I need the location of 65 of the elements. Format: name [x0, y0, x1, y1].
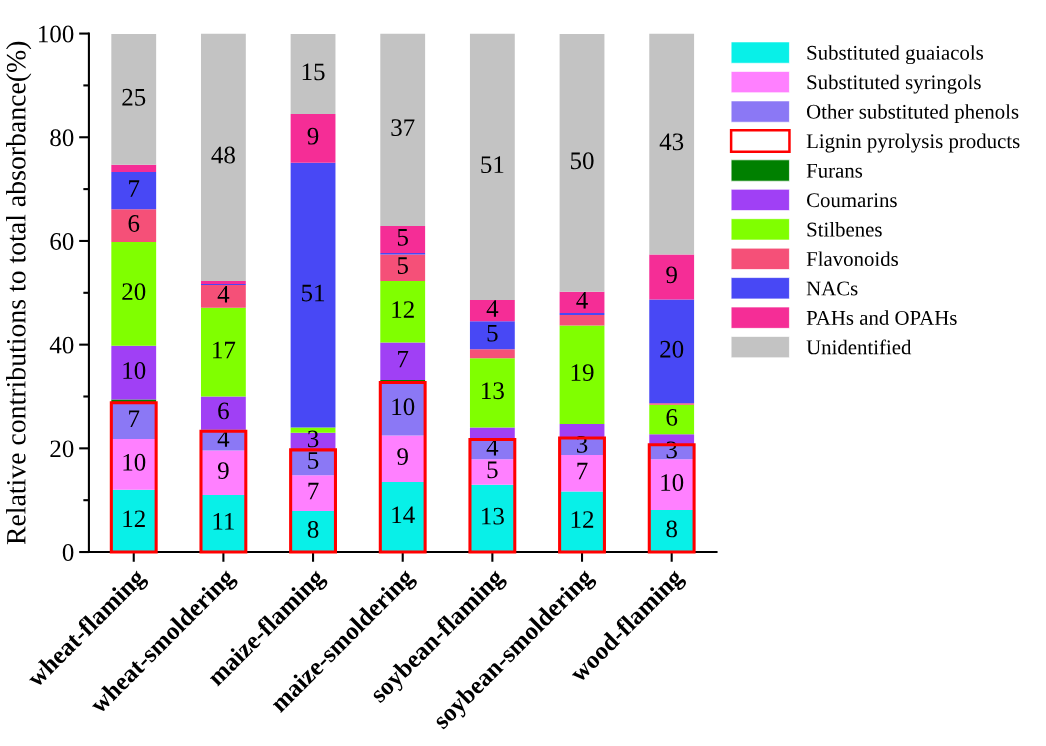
data-label: 10: [123, 362, 146, 379]
data-label: 9: [397, 448, 408, 465]
data-label: 3: [308, 430, 319, 448]
data-label: 17: [213, 341, 236, 359]
data-label: 13: [482, 507, 504, 525]
data-label: 7: [129, 410, 140, 427]
data-label: 6: [666, 409, 678, 426]
legend-label: Coumarins: [806, 193, 897, 208]
data-label: 4: [217, 430, 230, 447]
data-label: 11: [213, 513, 234, 530]
data-label: 7: [398, 350, 409, 368]
data-label: 43: [659, 133, 684, 151]
data-label: 13: [482, 382, 504, 400]
data-label: 6: [218, 402, 229, 420]
legend-label: Substituted syringols: [807, 74, 981, 94]
data-label: 5: [397, 257, 408, 274]
y-tick-label: 80: [50, 129, 74, 147]
data-label: 6: [128, 215, 140, 232]
data-label: 51: [481, 156, 504, 174]
data-label: 14: [392, 506, 415, 524]
data-label: 5: [487, 324, 498, 342]
legend-label: Lignin pyrolysis products: [806, 133, 1020, 153]
data-label: 48: [211, 146, 235, 164]
y-tick-label: 40: [49, 336, 74, 354]
data-label: 10: [123, 453, 146, 471]
data-label: 10: [661, 474, 684, 491]
data-label: 8: [307, 520, 319, 538]
data-label: 12: [571, 511, 594, 528]
data-label: 5: [397, 229, 408, 246]
data-label: 7: [129, 180, 140, 197]
data-label: 4: [217, 285, 230, 303]
data-label: 15: [302, 63, 325, 81]
data-label: 12: [123, 510, 145, 527]
legend-label: NACs: [806, 281, 858, 296]
data-label: 5: [308, 452, 319, 469]
data-label: 12: [392, 301, 414, 318]
data-label: 7: [308, 482, 319, 500]
data-label: 5: [487, 461, 498, 479]
legend-label: Flavonoids: [806, 251, 898, 267]
data-label: 50: [570, 152, 594, 170]
data-label: 51: [302, 284, 325, 302]
legend-label: Stilbenes: [807, 221, 882, 237]
legend-label: Other substituted phenols: [806, 104, 1019, 124]
y-tick-label: 0: [62, 544, 74, 561]
data-label: 9: [217, 462, 229, 479]
legend-label: Unidentified: [806, 339, 912, 355]
data-label: 8: [666, 520, 677, 538]
y-tick-label: 100: [39, 25, 74, 43]
legend-label: PAHs and OPAHs: [806, 310, 957, 325]
y-tick-label: 60: [50, 233, 74, 250]
data-label: 20: [660, 340, 684, 358]
y-axis-title: Relative contributions to total absorbance(%): [6, 41, 32, 545]
data-label: 25: [122, 88, 146, 106]
data-label: 4: [576, 291, 588, 309]
data-label: 37: [391, 119, 415, 136]
data-label: 4: [486, 300, 499, 317]
data-label: 19: [571, 364, 594, 381]
y-tick-label: 20: [50, 440, 74, 458]
data-label: 20: [122, 283, 146, 301]
data-label: 9: [307, 127, 319, 145]
data-label: 7: [577, 462, 588, 480]
legend-label: Furans: [806, 163, 863, 178]
data-label: 9: [666, 266, 677, 284]
data-label: 10: [392, 398, 415, 416]
legend-label: Substituted guaiacols: [807, 45, 984, 65]
